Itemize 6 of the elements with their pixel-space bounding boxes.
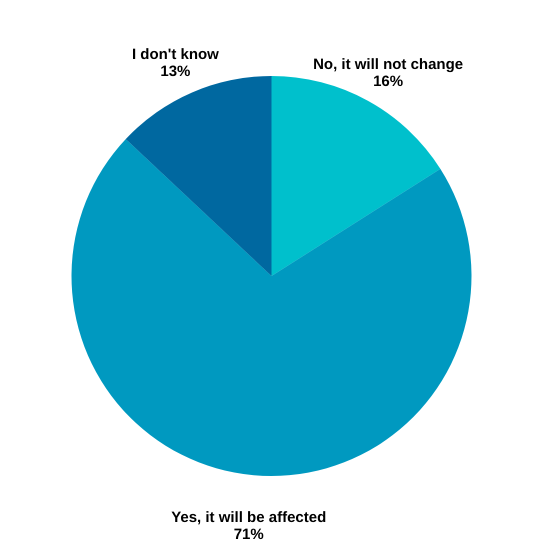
slice-label: I don't know <box>132 46 220 63</box>
data-label: 13% <box>160 62 190 80</box>
slice-label: No, it will not change <box>313 56 464 73</box>
data-label: 71% <box>234 526 264 543</box>
data-label: 16% <box>373 72 404 90</box>
slice-label: Yes, it will be affected <box>171 508 326 526</box>
